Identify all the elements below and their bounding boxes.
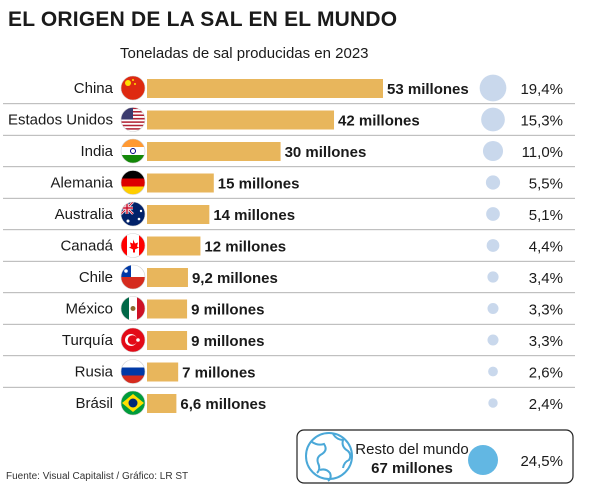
value-label: 12 millones [204,239,286,256]
share-bubble [487,334,499,346]
category-label: Turquía [62,332,114,349]
bar [147,142,281,161]
category-label: Australia [55,206,114,223]
chart-row: Turquía 9 millones 3,3% [3,327,575,357]
bar [147,236,201,256]
share-bubble [482,140,504,162]
value-label: 9 millones [191,333,264,350]
share-bubble [487,302,499,315]
category-label: Alemania [50,175,113,192]
chart-row: Brásil 6,6 millones 2,4% [75,390,563,416]
category-label: Estados Unidos [8,112,113,129]
share-bubble [485,175,501,190]
share-bubble [486,207,500,221]
usa-flag-icon [120,107,146,132]
bar [147,79,383,98]
value-label: 9,2 millones [192,270,278,287]
share-bubble [479,74,507,102]
share-label: 3,3% [529,302,563,319]
turkey-flag-icon [120,327,146,353]
value-label: 9 millones [191,302,264,319]
rest-of-world-label: Resto del mundo [355,441,468,458]
share-label: 3,4% [529,270,563,287]
category-label: México [65,301,113,318]
chart-row: China 53 millones 19,4% [3,74,575,105]
rest-of-world-value: 67 millones [371,460,453,477]
rest-of-world-bubble [468,445,498,475]
share-bubble [488,398,498,408]
value-label: 53 millones [387,81,469,98]
share-label: 15,3% [520,113,563,130]
chart-title: EL ORIGEN DE LA SAL EN EL MUNDO [8,8,398,31]
chart-row: Estados Unidos 42 millones 15,3% [3,107,575,136]
rest-of-world-box [296,429,574,484]
russia-flag-icon [120,359,146,384]
value-label: 7 millones [182,365,255,382]
share-label: 2,4% [529,396,563,413]
value-label: 30 millones [285,144,367,161]
share-label: 2,6% [529,365,563,382]
bar [147,110,335,130]
category-label: China [74,80,114,97]
chart-row: México 9 millones 3,3% [3,296,575,325]
bar [147,173,214,193]
rest-of-world-share: 24,5% [520,453,563,470]
brazil-flag-icon [120,390,146,416]
chart-row: Rusia 7 millones 2,6% [3,359,575,388]
value-label: 15 millones [218,176,300,193]
value-label: 42 millones [338,113,420,130]
chart-row: Alemania 15 millones 5,5% [3,170,575,199]
china-flag-icon [120,75,146,101]
footer-source: Fuente: Visual Capitalist / Gráfico: LR … [6,471,189,482]
category-label: Brásil [75,395,113,412]
bar [147,205,210,224]
germany-flag-icon [120,170,146,195]
globe-icon [305,432,353,482]
chart-row: Chile 9,2 millones 3,4% [3,264,575,294]
chart-row: India 30 millones 11,0% [3,138,575,168]
category-label: Rusia [75,364,114,381]
share-bubble [488,366,498,377]
chile-flag-icon [120,264,146,290]
share-label: 19,4% [520,81,563,98]
australia-flag-icon [120,201,146,227]
share-label: 4,4% [529,239,563,256]
category-label: Chile [79,269,113,286]
share-label: 5,1% [529,207,563,224]
chart-row: Australia 14 millones 5,1% [3,201,575,231]
share-bubble [481,107,505,132]
chart-subtitle: Toneladas de sal producidas en 2023 [120,45,369,62]
bar [147,268,188,287]
share-label: 5,5% [529,176,563,193]
rest-of-world-panel: Resto del mundo 67 millones 24,5% [296,429,574,484]
category-label: Canadá [60,238,113,255]
value-label: 6,6 millones [180,396,266,413]
mexico-flag-icon [120,296,146,321]
bar [147,299,188,319]
chart-row: Canadá 12 millones 4,4% [3,233,575,262]
share-bubble [487,271,499,283]
share-bubble [486,239,500,252]
bar [147,331,188,350]
india-flag-icon [120,138,146,164]
value-label: 14 millones [213,207,295,224]
share-label: 3,3% [529,333,563,350]
share-label: 11,0% [522,144,563,161]
canada-flag-icon [120,233,146,258]
category-label: India [80,143,113,160]
bar [147,394,177,413]
bar [147,362,179,382]
